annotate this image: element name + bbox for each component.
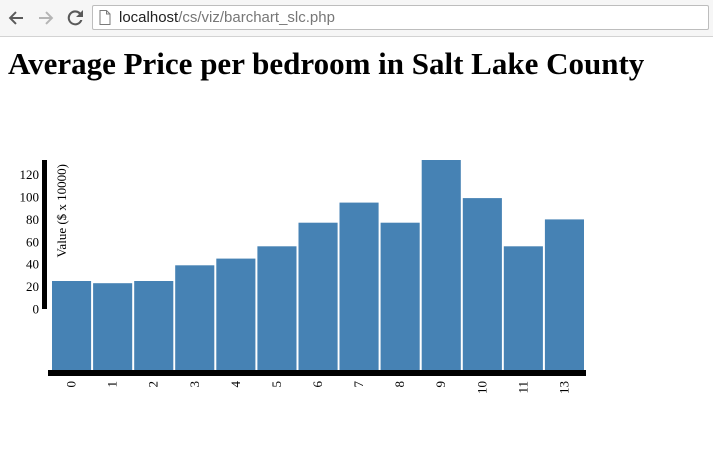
y-tick-label: 80	[26, 212, 39, 227]
x-tick-label: 3	[187, 381, 202, 388]
forward-arrow-icon[interactable]	[36, 8, 56, 28]
bar	[52, 281, 92, 370]
y-axis-title: Value ($ x 10000)	[54, 164, 69, 258]
bar	[257, 246, 297, 370]
bar	[503, 246, 543, 370]
y-tick-label: 20	[26, 279, 39, 294]
bar	[216, 258, 256, 370]
bar	[544, 219, 584, 370]
y-tick-label: 0	[33, 302, 40, 317]
browser-toolbar: localhost/cs/viz/barchart_slc.php	[0, 0, 713, 37]
y-axis-line	[42, 160, 47, 309]
bar	[93, 283, 133, 370]
back-arrow-icon[interactable]	[6, 8, 26, 28]
x-tick-label: 9	[433, 381, 448, 388]
y-tick-label: 120	[20, 167, 40, 182]
x-tick-label: 0	[64, 381, 79, 388]
x-tick-label: 5	[269, 381, 284, 388]
x-tick-label: 10	[474, 381, 489, 394]
url-path: /cs/viz/barchart_slc.php	[178, 9, 335, 26]
x-tick-label: 11	[515, 381, 530, 394]
x-tick-label: 7	[351, 381, 366, 388]
x-tick-label: 4	[228, 381, 243, 388]
reload-icon[interactable]	[65, 8, 85, 28]
x-tick-label: 8	[392, 381, 407, 388]
y-tick-label: 60	[26, 234, 39, 249]
x-tick-label: 1	[105, 381, 120, 388]
x-tick-label: 2	[146, 381, 161, 388]
bar	[380, 222, 420, 370]
bar	[175, 265, 215, 370]
y-tick-label: 100	[20, 190, 40, 205]
bar	[462, 198, 502, 370]
url-text[interactable]: localhost/cs/viz/barchart_slc.php	[119, 9, 335, 26]
bar	[134, 281, 174, 370]
x-tick-label: 13	[557, 381, 572, 394]
bar	[298, 222, 338, 370]
bar	[421, 160, 461, 370]
bar	[339, 202, 379, 370]
address-bar[interactable]: localhost/cs/viz/barchart_slc.php	[92, 5, 709, 30]
y-tick-label: 40	[26, 257, 39, 272]
x-axis-line	[48, 370, 586, 376]
page-title: Average Price per bedroom in Salt Lake C…	[8, 46, 645, 81]
x-tick-label: 6	[310, 381, 325, 388]
url-host: localhost	[119, 9, 179, 26]
page-icon	[99, 10, 111, 25]
